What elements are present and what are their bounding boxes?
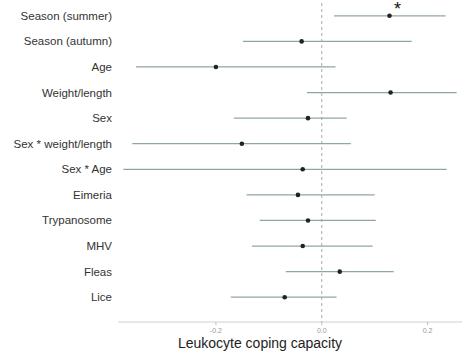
ci-line <box>307 92 457 93</box>
category-label: Lice <box>91 291 112 303</box>
x-tick-label: 0.2 <box>423 327 433 334</box>
estimate-point <box>388 90 393 95</box>
x-tick <box>321 322 322 325</box>
ci-line <box>260 220 376 221</box>
category-label: Season (summer) <box>21 10 113 22</box>
estimate-point <box>300 167 305 172</box>
ci-line <box>247 194 375 195</box>
x-axis-title: Leukocyte coping capacity <box>178 335 342 351</box>
category-label: Eimeria <box>73 189 113 201</box>
category-label: Fleas <box>84 266 112 278</box>
estimate-point <box>306 218 311 223</box>
category-label: Age <box>92 61 112 73</box>
ci-line <box>123 169 446 170</box>
chart: -0.2 0.0 0.2 Season (summer) Season (autumn)… <box>0 0 474 353</box>
estimate-point <box>214 65 219 70</box>
estimate-point <box>337 269 342 274</box>
x-tick <box>427 322 428 325</box>
estimate-point <box>306 116 311 121</box>
estimate-point <box>240 141 245 146</box>
x-tick <box>215 322 216 325</box>
category-label: Weight/length <box>42 87 112 99</box>
x-tick-label: -0.2 <box>210 327 222 334</box>
ci-line <box>252 245 373 246</box>
estimate-point <box>299 39 304 44</box>
category-label: Sex * weight/length <box>14 138 112 150</box>
estimate-point <box>282 295 287 300</box>
ci-line <box>136 66 336 67</box>
ci-line <box>234 117 347 118</box>
marks <box>123 13 456 299</box>
category-label: Trypanosome <box>42 214 112 226</box>
estimate-point <box>387 13 392 18</box>
annotation: * <box>394 0 401 19</box>
category-label: MHV <box>86 240 112 252</box>
category-label: Sex * Age <box>61 163 112 175</box>
estimate-point <box>300 244 305 249</box>
estimate-point <box>296 193 301 198</box>
reference-line <box>321 3 322 322</box>
x-tick-label: 0.0 <box>317 327 327 334</box>
ci-line <box>243 41 412 42</box>
x-axis-line <box>118 322 462 323</box>
category-label: Season (autumn) <box>24 35 112 47</box>
category-label: Sex <box>92 112 112 124</box>
